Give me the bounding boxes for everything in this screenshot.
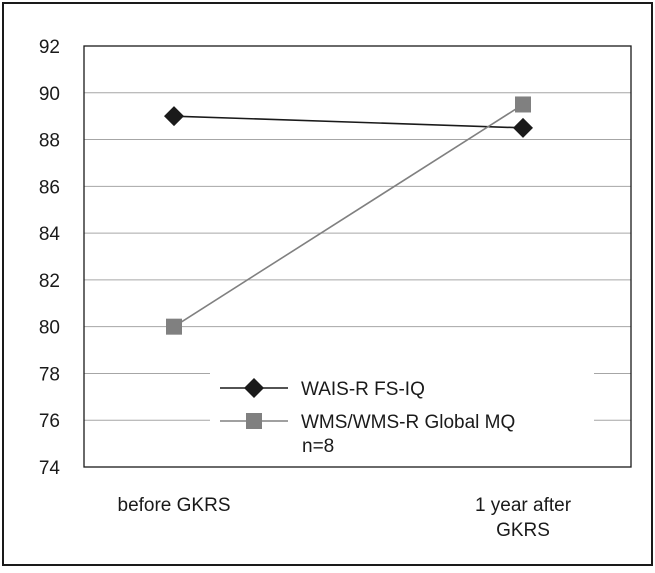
legend-item: WMS/WMS-R Global MQ (220, 412, 515, 433)
y-tick-label: 86 (39, 177, 60, 198)
legend-marker (244, 378, 264, 398)
series-line (173, 115, 524, 129)
data-point (513, 117, 533, 138)
y-tick-label: 80 (39, 318, 60, 339)
y-tick-label: 76 (39, 411, 60, 432)
y-tick-label: 82 (39, 271, 60, 292)
x-tick-label: before GKRS (118, 495, 231, 516)
legend-background (210, 372, 594, 460)
x-tick-label-line: 1 year after (475, 495, 572, 516)
sample-size-annotation: n=8 (302, 436, 334, 457)
x-tick-label-line: GKRS (496, 520, 550, 541)
chart-border (2, 2, 653, 566)
series-line (173, 103, 524, 328)
legend-marker (246, 413, 262, 429)
y-tick-label: 92 (39, 37, 60, 58)
y-tick-label: 78 (39, 364, 60, 385)
series-2 (166, 96, 531, 335)
legend: WAIS-R FS-IQ WMS/WMS-R Global MQ n=8 (210, 372, 594, 460)
series-1 (164, 106, 533, 138)
data-point (164, 106, 184, 127)
plot-area (83, 45, 632, 468)
y-axis-tick-labels: 92 90 88 86 84 82 80 78 76 74 (39, 37, 61, 479)
x-tick-label: 1 year after GKRS (475, 495, 572, 541)
series-group (164, 96, 533, 335)
y-tick-label: 88 (39, 131, 60, 152)
x-axis-tick-labels: before GKRS 1 year after GKRS (118, 495, 572, 541)
legend-label: WAIS-R FS-IQ (301, 379, 425, 400)
legend-item: WAIS-R FS-IQ (220, 378, 425, 400)
data-point (166, 318, 182, 335)
x-tick-label-line: before GKRS (118, 495, 231, 516)
y-tick-label: 90 (39, 84, 60, 105)
data-point (515, 96, 531, 113)
y-tick-label: 74 (39, 458, 61, 479)
legend-label: WMS/WMS-R Global MQ (301, 412, 515, 433)
y-tick-label: 84 (39, 224, 61, 245)
